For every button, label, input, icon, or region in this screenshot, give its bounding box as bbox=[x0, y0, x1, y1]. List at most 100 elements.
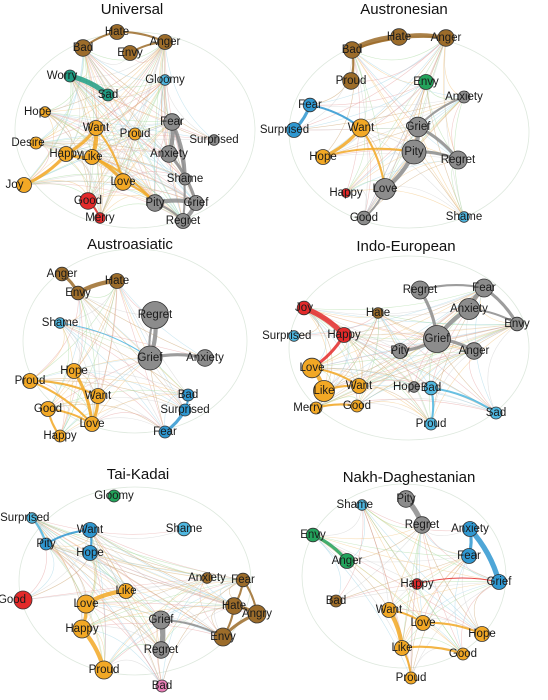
faint-edge bbox=[335, 524, 423, 602]
node-label-shame: Shame bbox=[166, 523, 202, 535]
faint-edge bbox=[22, 577, 208, 601]
faint-edge bbox=[444, 37, 465, 218]
node-good bbox=[356, 210, 372, 226]
node-label-hope: Hope bbox=[60, 365, 88, 377]
faint-edge bbox=[77, 292, 96, 425]
faint-edge bbox=[81, 605, 235, 630]
faint-edge bbox=[91, 392, 189, 425]
faint-edge bbox=[293, 81, 427, 131]
node-surprised bbox=[288, 330, 300, 342]
faint-edge bbox=[363, 81, 427, 219]
faint-edge bbox=[377, 312, 518, 326]
node-label-regret: Regret bbox=[138, 309, 173, 321]
panel-title: Nakh-Daghestanian bbox=[343, 469, 476, 486]
faint-edge bbox=[59, 417, 166, 437]
node-surprised bbox=[178, 403, 192, 417]
node-want bbox=[381, 602, 397, 618]
faint-edge bbox=[293, 96, 465, 131]
node-label-shame: Shame bbox=[446, 211, 482, 223]
faint-edge bbox=[89, 552, 244, 581]
faint-edge bbox=[473, 581, 500, 635]
faint-edge bbox=[360, 37, 447, 129]
faint-edge bbox=[22, 552, 91, 601]
faint-edge bbox=[323, 323, 518, 392]
faint-edge bbox=[45, 543, 224, 638]
faint-edge bbox=[315, 350, 475, 409]
node-label-merry: Merry bbox=[85, 212, 115, 224]
panel-title: Austroasiatic bbox=[87, 236, 173, 253]
node-pity bbox=[397, 490, 415, 508]
node-label-sad: Sad bbox=[486, 407, 506, 419]
faint-edge bbox=[59, 394, 189, 437]
faint-edge bbox=[44, 111, 173, 123]
faint-edge bbox=[303, 287, 485, 310]
node-good bbox=[13, 590, 33, 610]
faint-edge bbox=[85, 600, 235, 607]
faint-edge bbox=[99, 121, 173, 219]
faint-edge bbox=[361, 504, 418, 585]
node-label-pity: Pity bbox=[396, 493, 415, 505]
faint-edge bbox=[351, 49, 459, 161]
node-label-surprised: Surprised bbox=[0, 512, 49, 524]
node-good bbox=[79, 192, 97, 210]
node-label-gloomy: Gloomy bbox=[145, 74, 185, 86]
node-label-happy: Happy bbox=[43, 430, 76, 442]
node-merry bbox=[309, 401, 323, 415]
node-joy bbox=[296, 300, 312, 316]
faint-edge bbox=[346, 504, 365, 562]
faint-edge bbox=[421, 524, 464, 655]
faint-edge bbox=[82, 47, 173, 123]
node-pity bbox=[401, 139, 427, 165]
node-label-anxiety: Anxiety bbox=[186, 352, 224, 364]
node-label-anxiety: Anxiety bbox=[450, 303, 488, 315]
faint-edge bbox=[293, 323, 518, 337]
faint-edge bbox=[315, 385, 415, 409]
faint-edge bbox=[322, 37, 447, 158]
node-label-anxiety: Anxiety bbox=[445, 91, 483, 103]
node-label-love: Love bbox=[411, 617, 436, 629]
faint-edge bbox=[351, 49, 465, 218]
node-label-fear: Fear bbox=[160, 116, 184, 128]
faint-edge bbox=[461, 581, 500, 655]
node-happy bbox=[411, 578, 423, 590]
node-hope bbox=[66, 363, 82, 379]
faint-edge bbox=[312, 534, 403, 649]
node-label-fear: Fear bbox=[298, 99, 322, 111]
node-surprised bbox=[286, 122, 302, 138]
panel-title: Tai-Kadai bbox=[107, 466, 170, 483]
node-anxiety bbox=[462, 521, 478, 537]
node-love bbox=[301, 357, 323, 379]
node-label-hate: Hate bbox=[387, 31, 411, 43]
faint-edge bbox=[35, 47, 84, 144]
node-pity bbox=[39, 537, 53, 551]
faint-edge bbox=[335, 583, 418, 602]
node-label-fear: Fear bbox=[457, 550, 481, 562]
node-want bbox=[82, 522, 98, 538]
node-label-want: Want bbox=[376, 604, 403, 616]
node-good bbox=[350, 399, 364, 413]
faint-edge bbox=[356, 401, 432, 425]
node-regret bbox=[175, 213, 191, 229]
faint-edge bbox=[293, 49, 353, 131]
node-happy bbox=[72, 619, 92, 639]
network-outline-ring bbox=[22, 248, 248, 434]
faint-edge bbox=[81, 623, 224, 638]
node-bad bbox=[343, 41, 361, 59]
faint-edge bbox=[82, 41, 166, 61]
node-anger bbox=[157, 34, 173, 50]
node-label-pity: Pity bbox=[390, 345, 409, 357]
node-label-angry: Angry bbox=[242, 608, 272, 620]
faint-edge bbox=[77, 292, 206, 359]
faint-edge bbox=[65, 153, 186, 180]
node-label-joy: Joy bbox=[295, 302, 313, 314]
faint-edge bbox=[351, 37, 447, 61]
faint-edge bbox=[312, 504, 363, 536]
faint-edge bbox=[312, 534, 390, 611]
node-label-grief: Grief bbox=[149, 614, 175, 626]
network-outline-ring bbox=[18, 486, 252, 676]
faint-edge bbox=[91, 156, 186, 180]
faint-edge bbox=[388, 524, 423, 611]
node-grief bbox=[188, 195, 204, 211]
faint-edge bbox=[87, 194, 184, 222]
node-shame bbox=[178, 172, 192, 186]
